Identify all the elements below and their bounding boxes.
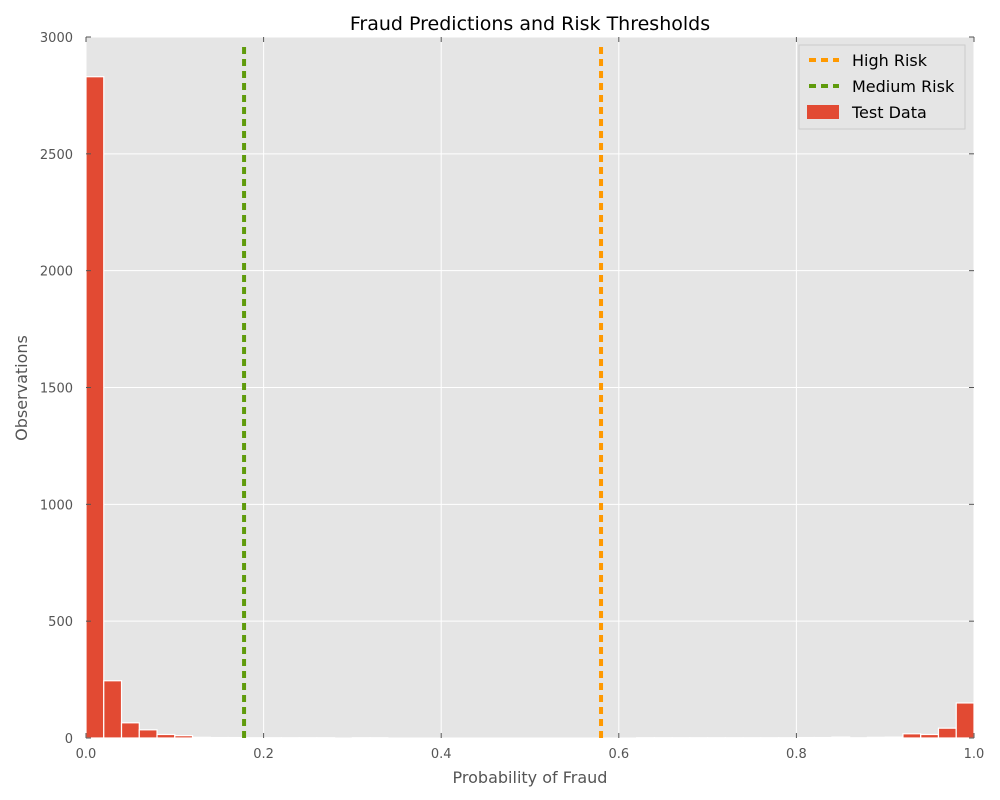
y-tick-label: 0 xyxy=(65,732,73,747)
x-tick-label: 0.2 xyxy=(253,747,274,762)
histogram-bar xyxy=(955,702,975,739)
grid-lines xyxy=(85,36,975,739)
histogram-bar xyxy=(103,680,123,739)
y-tick-label: 3000 xyxy=(40,31,73,46)
y-tick-label: 1500 xyxy=(40,382,73,397)
x-tick-label: 0.0 xyxy=(76,747,97,762)
x-tick-label: 0.8 xyxy=(786,747,807,762)
histogram-bar xyxy=(920,733,940,739)
legend: High Risk Medium Risk Test Data xyxy=(798,44,966,130)
x-tick-label: 1.0 xyxy=(964,747,985,762)
legend-test-data-swatch xyxy=(807,105,839,119)
x-tick-label: 0.6 xyxy=(608,747,629,762)
axis-ticks: 0.0 0.2 0.4 0.6 0.8 1.0 0 500 1000 1500 2000 2500 30… xyxy=(40,31,984,762)
histogram-bar xyxy=(902,733,922,739)
histogram-bar xyxy=(831,736,851,739)
histogram-bar xyxy=(156,733,176,739)
threshold-lines xyxy=(242,46,604,738)
x-axis-label: Probability of Fraud xyxy=(453,768,608,787)
histogram-bar xyxy=(85,76,105,739)
chart-title: Fraud Predictions and Risk Thresholds xyxy=(350,13,710,35)
legend-test-data-label: Test Data xyxy=(851,103,927,122)
histogram-bars xyxy=(85,76,975,739)
histogram-bar xyxy=(884,736,904,739)
x-tick-label: 0.4 xyxy=(431,747,452,762)
histogram-bar xyxy=(174,735,194,739)
histogram-bar xyxy=(937,727,957,739)
legend-medium-risk-label: Medium Risk xyxy=(852,77,955,96)
y-tick-label: 1000 xyxy=(40,498,73,513)
y-tick-label: 500 xyxy=(48,615,73,630)
legend-high-risk-label: High Risk xyxy=(852,51,928,70)
y-axis-label: Observations xyxy=(12,335,31,441)
histogram-bar xyxy=(866,736,886,739)
histogram-bar xyxy=(191,736,211,739)
y-tick-label: 2000 xyxy=(40,265,73,280)
y-tick-label: 2500 xyxy=(40,148,73,163)
histogram-bar xyxy=(138,729,158,739)
histogram-bar xyxy=(120,722,140,739)
